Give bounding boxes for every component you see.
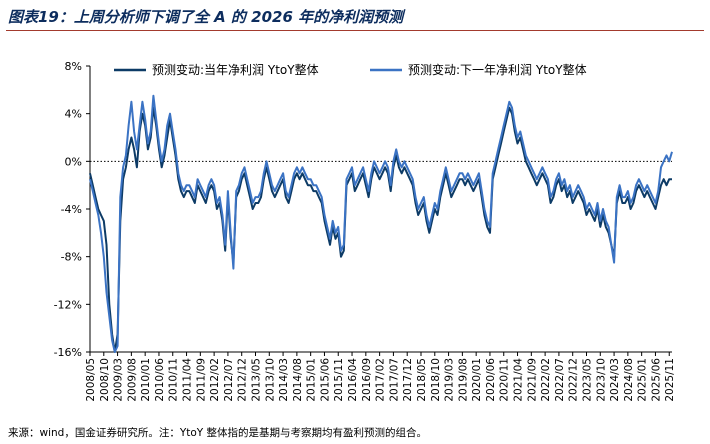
x-tick-label: 2022/12 bbox=[568, 358, 580, 402]
x-tick-label: 2014/03 bbox=[278, 358, 290, 402]
x-tick-label: 2010/06 bbox=[154, 358, 166, 402]
x-tick-label: 2021/09 bbox=[526, 358, 538, 402]
x-tick-label: 2018/10 bbox=[430, 358, 442, 402]
x-tick-label: 2025/11 bbox=[664, 358, 676, 402]
x-tick-label: 2023/05 bbox=[581, 358, 593, 402]
y-tick-label: -8% bbox=[61, 251, 82, 264]
x-tick-label: 2012/12 bbox=[237, 358, 249, 402]
y-tick-label: 8% bbox=[65, 60, 82, 73]
x-tick-label: 2016/09 bbox=[361, 358, 373, 402]
x-tick-label: 2015/06 bbox=[319, 358, 331, 402]
y-tick-label: 0% bbox=[65, 155, 82, 168]
series-current-year-line bbox=[89, 106, 672, 353]
legend: 预测变动:当年净利润 YtoY整体 预测变动:下一年净利润 YtoY整体 bbox=[114, 62, 587, 77]
x-tick-label: 2010/01 bbox=[140, 358, 152, 402]
x-tick-label: 2018/05 bbox=[416, 358, 428, 402]
x-tick-label: 2011/09 bbox=[195, 358, 207, 402]
x-tick-label: 2019/03 bbox=[444, 358, 456, 402]
figure-title: 图表19：上周分析师下调了全 A 的 2026 年的净利润预测 bbox=[8, 8, 404, 26]
x-tick-label: 2019/08 bbox=[457, 358, 469, 402]
x-tick-label: 2009/08 bbox=[126, 358, 138, 402]
x-tick-label: 2011/04 bbox=[182, 358, 194, 402]
x-tick-label: 2014/08 bbox=[292, 358, 304, 402]
x-tick-label: 2008/05 bbox=[85, 358, 97, 402]
x-tick-label: 2009/03 bbox=[113, 358, 125, 402]
x-tick-label: 2017/12 bbox=[402, 358, 414, 402]
series-layer bbox=[89, 94, 673, 353]
x-tick-label: 2016/04 bbox=[347, 358, 359, 402]
y-tick-label: 4% bbox=[65, 108, 82, 121]
x-tick-label: 2025/06 bbox=[650, 358, 662, 402]
x-tick-label: 2021/04 bbox=[513, 358, 525, 402]
x-tick-label: 2020/06 bbox=[485, 358, 497, 402]
title-rule bbox=[6, 30, 704, 31]
source-note: 来源：wind，国金证券研究所。注：YtoY 整体指的是基期与考察期均有盈利预测… bbox=[8, 427, 428, 439]
x-tick-label: 2015/11 bbox=[333, 358, 345, 402]
line-chart: -16%-12%-8%-4%0%4%8% 2008/05 2008/10 2009/… bbox=[54, 60, 677, 402]
x-tick-label: 2022/07 bbox=[554, 358, 566, 402]
y-axis: -16% -12% -8% -4% 0% 4% 8% bbox=[54, 60, 91, 359]
x-tick-label: 2024/08 bbox=[623, 358, 635, 402]
legend-label: 预测变动:下一年净利润 YtoY整体 bbox=[408, 62, 587, 77]
y-tick-label: -12% bbox=[54, 298, 82, 311]
y-tick-label: -4% bbox=[61, 203, 82, 216]
x-tick-label: 2013/10 bbox=[264, 358, 276, 402]
x-axis: 2008/05 2008/10 2009/03 2009/08 2010/01 2010/… bbox=[85, 351, 676, 402]
x-tick-label: 2022/02 bbox=[540, 358, 552, 402]
x-tick-label: 2025/01 bbox=[637, 358, 649, 402]
x-tick-label: 2012/02 bbox=[209, 358, 221, 402]
x-tick-label: 2020/01 bbox=[471, 358, 483, 402]
x-tick-label: 2012/07 bbox=[223, 358, 235, 402]
x-tick-label: 2017/07 bbox=[388, 358, 400, 402]
x-tick-label: 2013/05 bbox=[250, 358, 262, 402]
x-tick-label: 2015/01 bbox=[306, 358, 318, 402]
x-tick-label: 2008/10 bbox=[99, 358, 111, 402]
x-tick-label: 2010/11 bbox=[168, 358, 180, 402]
series-next-year-line bbox=[89, 94, 673, 353]
x-tick-label: 2020/11 bbox=[499, 358, 511, 402]
x-tick-label: 2023/10 bbox=[595, 358, 607, 402]
y-tick-label: -16% bbox=[54, 346, 82, 359]
legend-label: 预测变动:当年净利润 YtoY整体 bbox=[152, 62, 319, 77]
x-tick-label: 2017/02 bbox=[375, 358, 387, 402]
x-tick-label: 2024/03 bbox=[609, 358, 621, 402]
